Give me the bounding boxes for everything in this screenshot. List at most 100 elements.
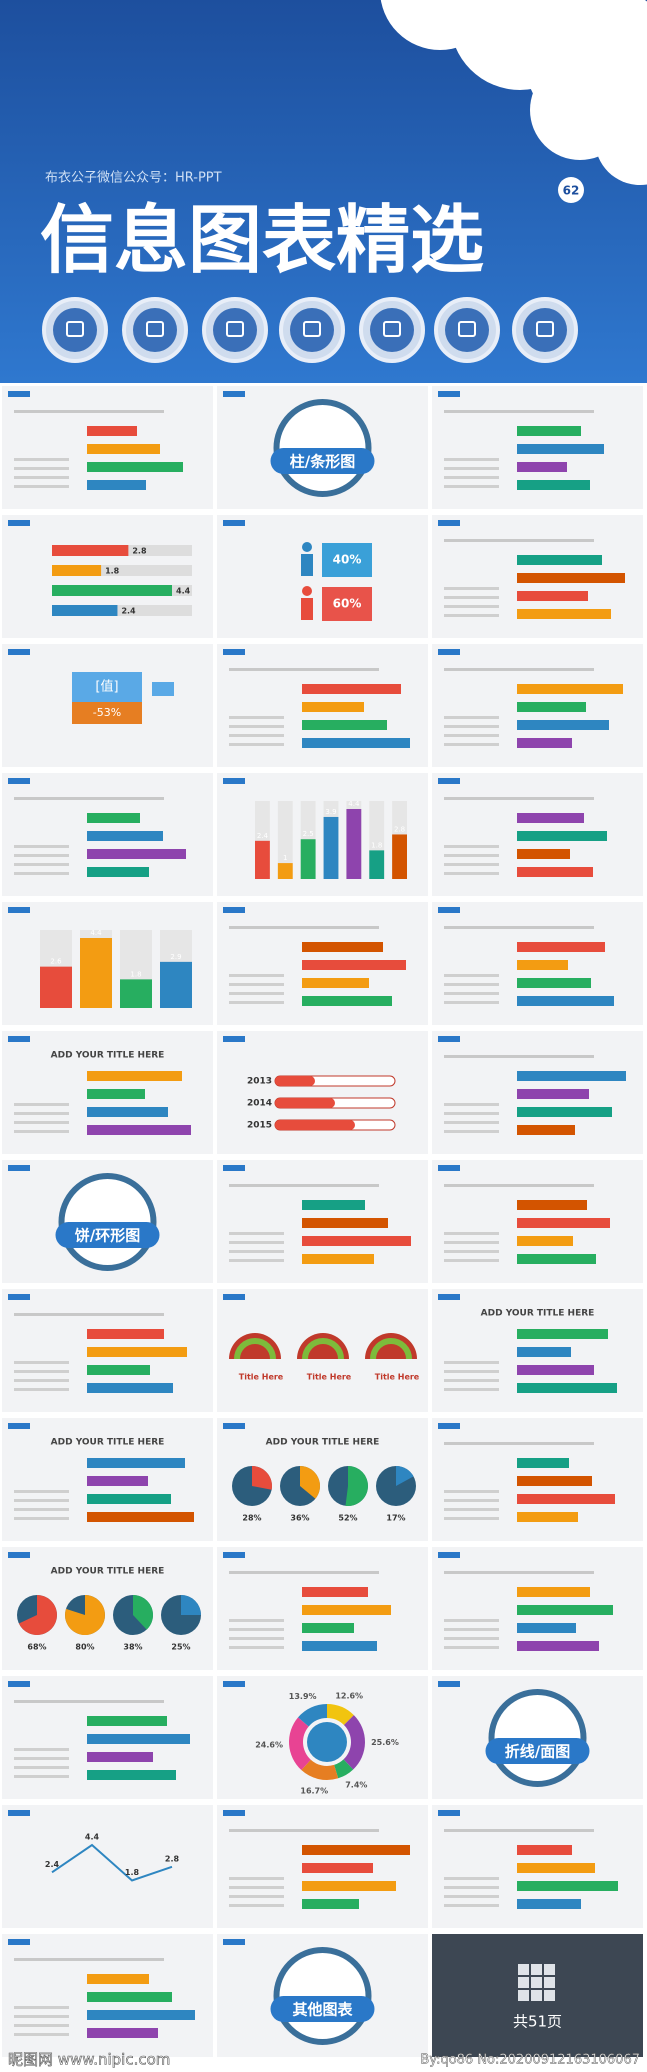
slide-text-line: [444, 716, 499, 719]
bar-label: 2.6: [50, 958, 62, 966]
slide-text-line: [229, 1886, 284, 1889]
slide: ADD YOUR TITLE HERE: [432, 1289, 643, 1412]
slide-tag: [8, 1036, 30, 1042]
deco-bar: [87, 849, 186, 859]
deco-bar: [517, 591, 588, 601]
slide-text-line: [444, 1829, 594, 1832]
deco-bar: [517, 1494, 615, 1504]
slide-text-line: [444, 854, 499, 857]
deco-bar: [302, 1641, 377, 1651]
slide-text-line: [444, 797, 594, 800]
slide-text-line: [444, 1370, 499, 1373]
slide-text-line: [444, 1442, 594, 1445]
gauge: [229, 1333, 281, 1359]
slide: 饼/环形图: [2, 1160, 213, 1283]
slide-text-line: [444, 872, 499, 875]
slide-tag: [223, 1939, 245, 1945]
deco-bar: [517, 960, 568, 970]
slide-text-line: [444, 1646, 499, 1649]
value-label: 40%: [333, 553, 362, 567]
deco-bar: [517, 1899, 581, 1909]
slide: 40% 60%: [217, 515, 428, 638]
donut-segment: [298, 1704, 327, 1727]
deco-bar: [302, 1845, 410, 1855]
deco-bar: [517, 444, 604, 454]
deco-bar: [87, 1494, 171, 1504]
deco-bar: [302, 684, 401, 694]
grid-icon: [531, 1964, 542, 1975]
donut-label: 16.7%: [300, 1786, 328, 1795]
slide: 2.4 1 2.5 3.9 4.4 1.8 2.8: [217, 773, 428, 896]
slide-text-line: [229, 716, 284, 719]
slide-text-line: [444, 410, 594, 413]
deco-bar: [87, 1716, 167, 1726]
slide-text-line: [14, 1388, 69, 1391]
slide-tag: [8, 1939, 30, 1945]
slide-text-line: [14, 458, 69, 461]
slide-text-line: [14, 1379, 69, 1382]
slide-text-line: [14, 1490, 69, 1493]
deco-bar: [517, 1365, 594, 1375]
section-label: 柱/条形图: [290, 453, 355, 471]
gauge-label: Title Here: [307, 1373, 352, 1382]
slide: 2.4 4.4 1.8 2.8: [2, 1805, 213, 1928]
slide-text-line: [444, 539, 594, 542]
slide-tag: [438, 1681, 460, 1687]
deco-bar: [517, 1863, 595, 1873]
slide-tag: [8, 649, 30, 655]
deco-bar: [87, 1770, 176, 1780]
slide-tag: [438, 1036, 460, 1042]
donut-segment: [334, 1759, 354, 1779]
slide-tag: [8, 907, 30, 913]
slide-tag: [223, 520, 245, 526]
pie-slice: [300, 1466, 320, 1499]
value-box: [322, 587, 372, 621]
deco-bar: [302, 1587, 368, 1597]
slide: ADD YOUR TITLE HERE 68% 80% 38% 25%: [2, 1547, 213, 1670]
deco-bar: [517, 1218, 610, 1228]
slide-text-line: [229, 1646, 284, 1649]
slide-text-line: [14, 1700, 164, 1703]
pie-label: 80%: [75, 1643, 94, 1652]
slide-text-line: [444, 587, 499, 590]
deco-bar: [87, 1752, 153, 1762]
donut-label: 25.6%: [371, 1738, 399, 1747]
pie-label: 52%: [338, 1514, 357, 1523]
slide-text-line: [229, 1829, 379, 1832]
slide-text-line: [14, 410, 164, 413]
slide-text-line: [444, 743, 499, 746]
deco-bar: [517, 1881, 618, 1891]
slide-text-line: [444, 926, 594, 929]
slide: 12.6% 25.6% 7.4% 16.7% 24.6% 13.9%: [217, 1676, 428, 1799]
pie-label: 25%: [171, 1643, 190, 1652]
deco-bar: [302, 1218, 388, 1228]
slide-tag: [223, 391, 245, 397]
icon-glyph: [226, 321, 244, 337]
slide: [432, 902, 643, 1025]
deco-bar: [302, 996, 392, 1006]
gauge-arc: [302, 1338, 344, 1360]
slide-text-line: [229, 1877, 284, 1880]
icon-glyph: [383, 321, 401, 337]
slide-tag: [438, 1165, 460, 1171]
slide-text-line: [444, 974, 499, 977]
slide-text-line: [14, 1499, 69, 1502]
deco-bar: [87, 2028, 158, 2038]
value-label: -53%: [93, 706, 121, 719]
deco-bar: [87, 480, 146, 490]
slide-text-line: [229, 1259, 284, 1262]
slide-text-line: [444, 1361, 499, 1364]
slide: [值] -53%: [2, 644, 213, 767]
bar-track: [277, 801, 293, 879]
deco-bar: [517, 1071, 626, 1081]
person-body: [301, 554, 313, 576]
slide-tag: [438, 391, 460, 397]
deco-bar: [517, 1383, 617, 1393]
value-top: [72, 672, 142, 702]
bar-label: 4.4: [176, 587, 191, 596]
badge-bg: [558, 177, 584, 203]
deco-bar: [517, 573, 625, 583]
point-label: 2.8: [165, 1854, 180, 1863]
slide-text-line: [229, 1895, 284, 1898]
